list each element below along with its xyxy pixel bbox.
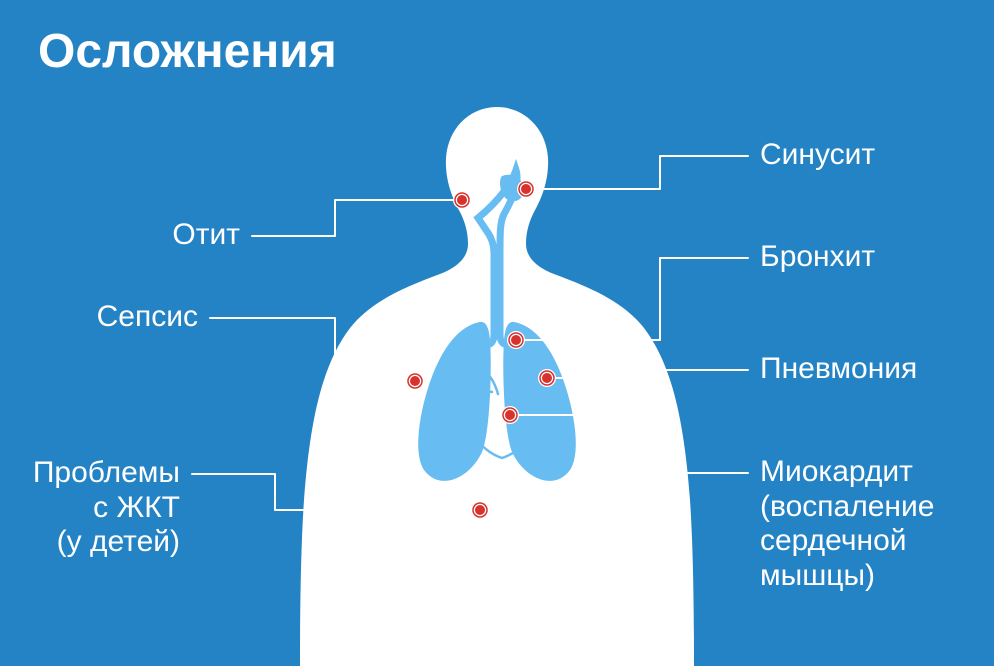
label-gkt: Проблемы с ЖКТ (у детей)	[33, 456, 180, 560]
leader-sinusit	[526, 156, 748, 189]
label-pneumonia: Пневмония	[760, 352, 917, 387]
label-myocarditis: Миокардит (воспаление сердечной мышцы)	[760, 455, 934, 593]
label-otit: Отит	[172, 218, 240, 253]
body-silhouette	[300, 107, 694, 666]
infographic-canvas: Осложнения ОтитСепсисПроблемы с ЖКТ (у д…	[0, 0, 994, 666]
leader-otit	[252, 200, 462, 236]
label-sepsis: Сепсис	[97, 300, 198, 335]
label-bronchit: Бронхит	[760, 240, 875, 275]
label-sinusit: Синусит	[760, 138, 875, 173]
